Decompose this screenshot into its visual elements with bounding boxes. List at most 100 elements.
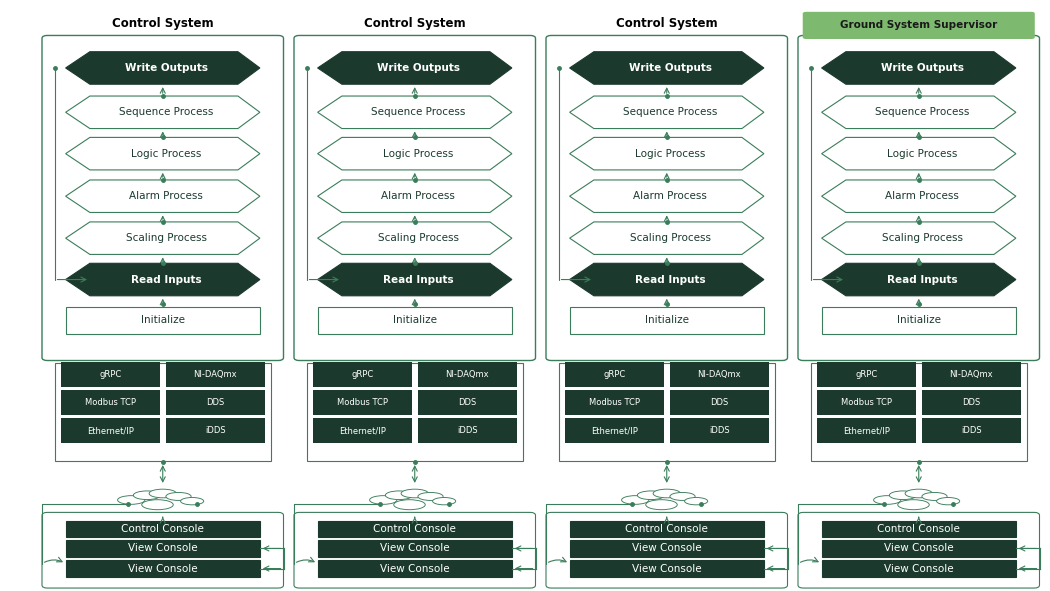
- Bar: [817, 418, 916, 443]
- Text: Write Outputs: Write Outputs: [629, 63, 712, 73]
- Text: Initialize: Initialize: [141, 316, 185, 325]
- Ellipse shape: [905, 489, 932, 498]
- Bar: [418, 390, 517, 415]
- Ellipse shape: [874, 496, 901, 504]
- Text: iDDS: iDDS: [457, 426, 478, 436]
- Text: DDS: DDS: [206, 398, 225, 407]
- Bar: [61, 362, 160, 387]
- Text: Control Console: Control Console: [626, 524, 708, 534]
- Text: NI-DAQmx: NI-DAQmx: [949, 369, 993, 379]
- Text: Sequence Process: Sequence Process: [120, 108, 213, 117]
- Ellipse shape: [653, 489, 680, 498]
- Polygon shape: [569, 264, 764, 296]
- Text: Initialize: Initialize: [393, 316, 437, 325]
- Polygon shape: [65, 264, 260, 296]
- Text: Control System: Control System: [616, 17, 717, 30]
- Polygon shape: [65, 52, 260, 84]
- Text: Modbus TCP: Modbus TCP: [337, 398, 387, 407]
- Text: View Console: View Console: [128, 544, 197, 553]
- Polygon shape: [317, 222, 512, 254]
- Text: Write Outputs: Write Outputs: [377, 63, 460, 73]
- Text: Modbus TCP: Modbus TCP: [85, 398, 135, 407]
- Bar: [317, 521, 512, 537]
- Text: View Console: View Console: [128, 564, 197, 573]
- Text: Logic Process: Logic Process: [635, 149, 706, 158]
- Text: Ground System Supervisor: Ground System Supervisor: [840, 21, 997, 30]
- Text: View Console: View Console: [380, 544, 449, 553]
- Bar: [307, 363, 523, 461]
- Polygon shape: [569, 96, 764, 128]
- Ellipse shape: [637, 491, 665, 499]
- Text: Read Inputs: Read Inputs: [131, 275, 202, 284]
- Text: Ethernet/IP: Ethernet/IP: [843, 426, 889, 436]
- Text: DDS: DDS: [710, 398, 729, 407]
- Polygon shape: [317, 138, 512, 170]
- Text: gRPC: gRPC: [855, 369, 878, 379]
- Text: Initialize: Initialize: [897, 316, 941, 325]
- FancyBboxPatch shape: [798, 35, 1040, 361]
- Text: View Console: View Console: [632, 544, 701, 553]
- Bar: [817, 362, 916, 387]
- Text: NI-DAQmx: NI-DAQmx: [193, 369, 237, 379]
- Bar: [569, 307, 764, 334]
- Ellipse shape: [142, 500, 173, 509]
- FancyBboxPatch shape: [42, 35, 284, 361]
- Ellipse shape: [889, 491, 917, 499]
- Bar: [317, 307, 512, 334]
- Bar: [61, 390, 160, 415]
- Bar: [65, 521, 260, 537]
- Text: Control Console: Control Console: [374, 524, 456, 534]
- Bar: [559, 363, 775, 461]
- Ellipse shape: [922, 492, 947, 501]
- Text: Alarm Process: Alarm Process: [381, 191, 456, 201]
- Ellipse shape: [181, 498, 204, 505]
- Polygon shape: [569, 138, 764, 170]
- Polygon shape: [65, 138, 260, 170]
- Polygon shape: [317, 52, 512, 84]
- Text: Logic Process: Logic Process: [887, 149, 958, 158]
- Bar: [65, 560, 260, 577]
- Ellipse shape: [385, 491, 413, 499]
- Bar: [565, 362, 664, 387]
- Polygon shape: [317, 264, 512, 296]
- FancyBboxPatch shape: [294, 35, 536, 361]
- Text: gRPC: gRPC: [603, 369, 626, 379]
- Polygon shape: [821, 96, 1016, 128]
- Text: DDS: DDS: [458, 398, 477, 407]
- Ellipse shape: [394, 500, 425, 509]
- Bar: [313, 390, 412, 415]
- Bar: [569, 521, 764, 537]
- Text: Modbus TCP: Modbus TCP: [841, 398, 891, 407]
- Polygon shape: [821, 180, 1016, 213]
- Bar: [811, 363, 1027, 461]
- Polygon shape: [317, 96, 512, 128]
- Bar: [922, 362, 1021, 387]
- Text: Read Inputs: Read Inputs: [383, 275, 454, 284]
- Text: Modbus TCP: Modbus TCP: [589, 398, 639, 407]
- Polygon shape: [65, 96, 260, 128]
- Text: Control Console: Control Console: [122, 524, 204, 534]
- Bar: [166, 362, 265, 387]
- Ellipse shape: [685, 498, 708, 505]
- Bar: [569, 540, 764, 557]
- Text: Alarm Process: Alarm Process: [129, 191, 204, 201]
- Text: Scaling Process: Scaling Process: [882, 233, 963, 243]
- Bar: [55, 363, 271, 461]
- Bar: [317, 560, 512, 577]
- Bar: [817, 390, 916, 415]
- Ellipse shape: [149, 489, 176, 498]
- Text: Logic Process: Logic Process: [383, 149, 454, 158]
- Bar: [922, 390, 1021, 415]
- Polygon shape: [569, 222, 764, 254]
- Bar: [65, 540, 260, 557]
- Polygon shape: [317, 180, 512, 213]
- Text: Scaling Process: Scaling Process: [378, 233, 459, 243]
- Polygon shape: [821, 222, 1016, 254]
- Bar: [313, 362, 412, 387]
- Text: Write Outputs: Write Outputs: [125, 63, 208, 73]
- Bar: [565, 390, 664, 415]
- Text: Sequence Process: Sequence Process: [372, 108, 465, 117]
- Bar: [670, 362, 769, 387]
- Bar: [821, 307, 1016, 334]
- Polygon shape: [821, 138, 1016, 170]
